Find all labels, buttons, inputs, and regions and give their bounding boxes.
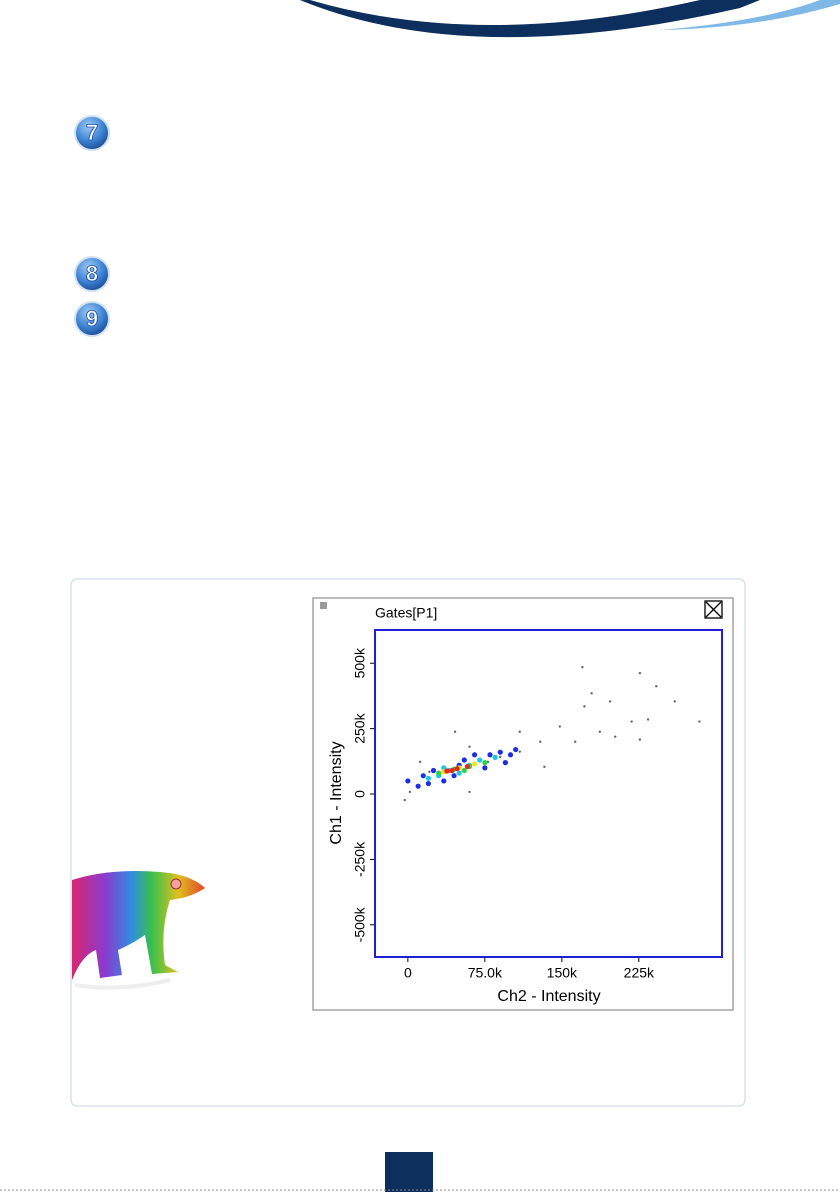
- data-point: [468, 790, 471, 794]
- step-badge: 9: [74, 301, 110, 337]
- x-tick-label: 75.0k: [468, 965, 503, 981]
- data-point: [456, 770, 462, 776]
- data-point: [453, 730, 457, 733]
- data-point: [673, 700, 676, 703]
- data-point: [471, 761, 478, 767]
- data-point: [583, 705, 586, 708]
- data-point: [451, 773, 457, 779]
- y-axis-label: Ch1 - Intensity: [328, 741, 345, 844]
- data-point: [573, 740, 577, 743]
- data-point: [482, 765, 488, 771]
- data-point: [449, 767, 455, 774]
- data-point: [418, 760, 422, 764]
- data-point: [487, 752, 493, 758]
- data-point: [468, 745, 471, 748]
- data-point: [502, 760, 508, 766]
- data-point: [441, 778, 447, 784]
- data-point: [436, 770, 442, 776]
- data-point: [646, 718, 650, 721]
- x-tick-label: 150k: [547, 965, 578, 981]
- data-point: [630, 720, 633, 723]
- data-point: [638, 738, 642, 741]
- step-number: 7: [86, 120, 98, 145]
- data-point: [590, 692, 593, 695]
- data-point: [425, 780, 431, 787]
- data-point: [638, 671, 642, 675]
- data-point: [518, 730, 521, 733]
- data-point: [454, 766, 460, 772]
- data-point: [513, 746, 519, 753]
- step-badge: 7: [74, 115, 110, 151]
- x-tick-label: 0: [404, 965, 412, 981]
- data-point: [598, 730, 602, 733]
- data-point: [425, 775, 431, 781]
- x-axis-label: Ch2 - Intensity: [497, 988, 600, 1005]
- data-point: [420, 773, 426, 779]
- data-point: [444, 768, 450, 774]
- x-tick-label: 225k: [624, 965, 655, 981]
- data-point: [539, 740, 542, 743]
- data-point: [461, 767, 467, 774]
- data-point: [430, 767, 437, 774]
- data-point: [477, 757, 483, 763]
- data-point: [461, 757, 467, 763]
- data-point: [499, 755, 502, 759]
- step-badge: 8: [74, 256, 110, 292]
- plot-frame: [374, 629, 723, 958]
- y-tick-label: -250k: [352, 841, 368, 877]
- y-tick-label: -500k: [352, 906, 368, 942]
- chart-panel: [312, 597, 734, 1011]
- data-point: [428, 770, 431, 773]
- data-point: [518, 750, 521, 753]
- data-point: [464, 763, 470, 770]
- data-point: [471, 752, 478, 758]
- data-point: [415, 783, 421, 789]
- data-point: [543, 765, 546, 769]
- chameleon-image: [72, 871, 205, 990]
- data-point: [698, 720, 701, 723]
- data-point: [581, 665, 584, 669]
- data-point: [614, 735, 617, 738]
- data-point: [405, 778, 411, 784]
- data-point: [558, 725, 561, 728]
- data-point: [403, 798, 406, 802]
- page-number-box: [385, 1152, 433, 1192]
- panel-icon: [320, 602, 327, 609]
- data-point: [655, 685, 658, 688]
- y-tick-label: 0: [352, 790, 368, 798]
- header-swoosh: [660, 0, 840, 30]
- y-tick-label: 500k: [352, 647, 368, 678]
- chart-title: Gates[P1]: [375, 605, 437, 621]
- step-number: 9: [86, 306, 98, 331]
- step-number: 8: [86, 261, 98, 286]
- data-point: [507, 752, 514, 758]
- header-swoosh: [310, 0, 700, 25]
- plot-area: 0 75.0k 150k 225k -500k -250k 0 250k 500k: [352, 629, 723, 981]
- data-point: [408, 790, 412, 794]
- y-tick-label: 250k: [352, 712, 368, 743]
- data-point: [482, 760, 488, 766]
- close-icon[interactable]: [704, 600, 723, 619]
- data-point: [497, 749, 503, 755]
- data-point: [492, 754, 498, 760]
- data-point: [608, 700, 612, 703]
